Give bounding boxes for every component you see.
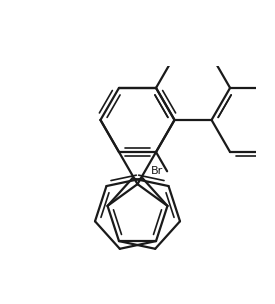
- Text: Br: Br: [150, 166, 163, 176]
